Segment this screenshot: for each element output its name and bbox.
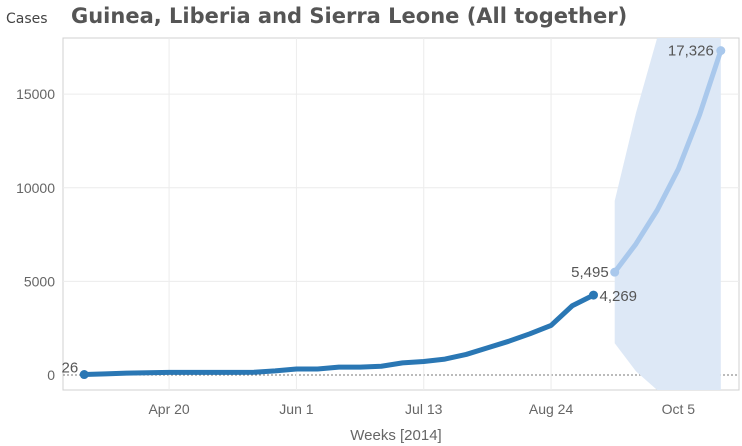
data-label: 26 (62, 360, 79, 377)
data-label: 17,326 (668, 43, 714, 60)
observed-cases-line (81, 292, 596, 378)
chart-title: Guinea, Liberia and Sierra Leone (All to… (71, 4, 628, 28)
x-tick-label: Aug 24 (529, 401, 574, 417)
y-axis-title: Cases (6, 11, 48, 27)
projection-endpoint-marker (610, 267, 620, 277)
x-tick-label: Oct 5 (662, 401, 696, 417)
observed-endpoint-marker (588, 290, 598, 300)
projection-cases-line (612, 48, 724, 275)
projection-endpoint-marker (716, 46, 726, 56)
data-label: 5,495 (571, 264, 609, 281)
observed-endpoint-marker (79, 370, 89, 380)
y-tick-label: 0 (47, 367, 55, 383)
x-axis-title: Weeks [2014] (350, 427, 441, 444)
y-tick-label: 15000 (16, 86, 55, 102)
x-tick-label: Jun 1 (279, 401, 313, 417)
x-tick-label: Apr 20 (148, 401, 189, 417)
y-tick-label: 5000 (24, 273, 55, 289)
y-tick-label: 10000 (16, 180, 55, 196)
data-label: 4,269 (599, 288, 637, 305)
x-tick-label: Jul 13 (405, 401, 443, 417)
plot-area-border (62, 37, 740, 391)
